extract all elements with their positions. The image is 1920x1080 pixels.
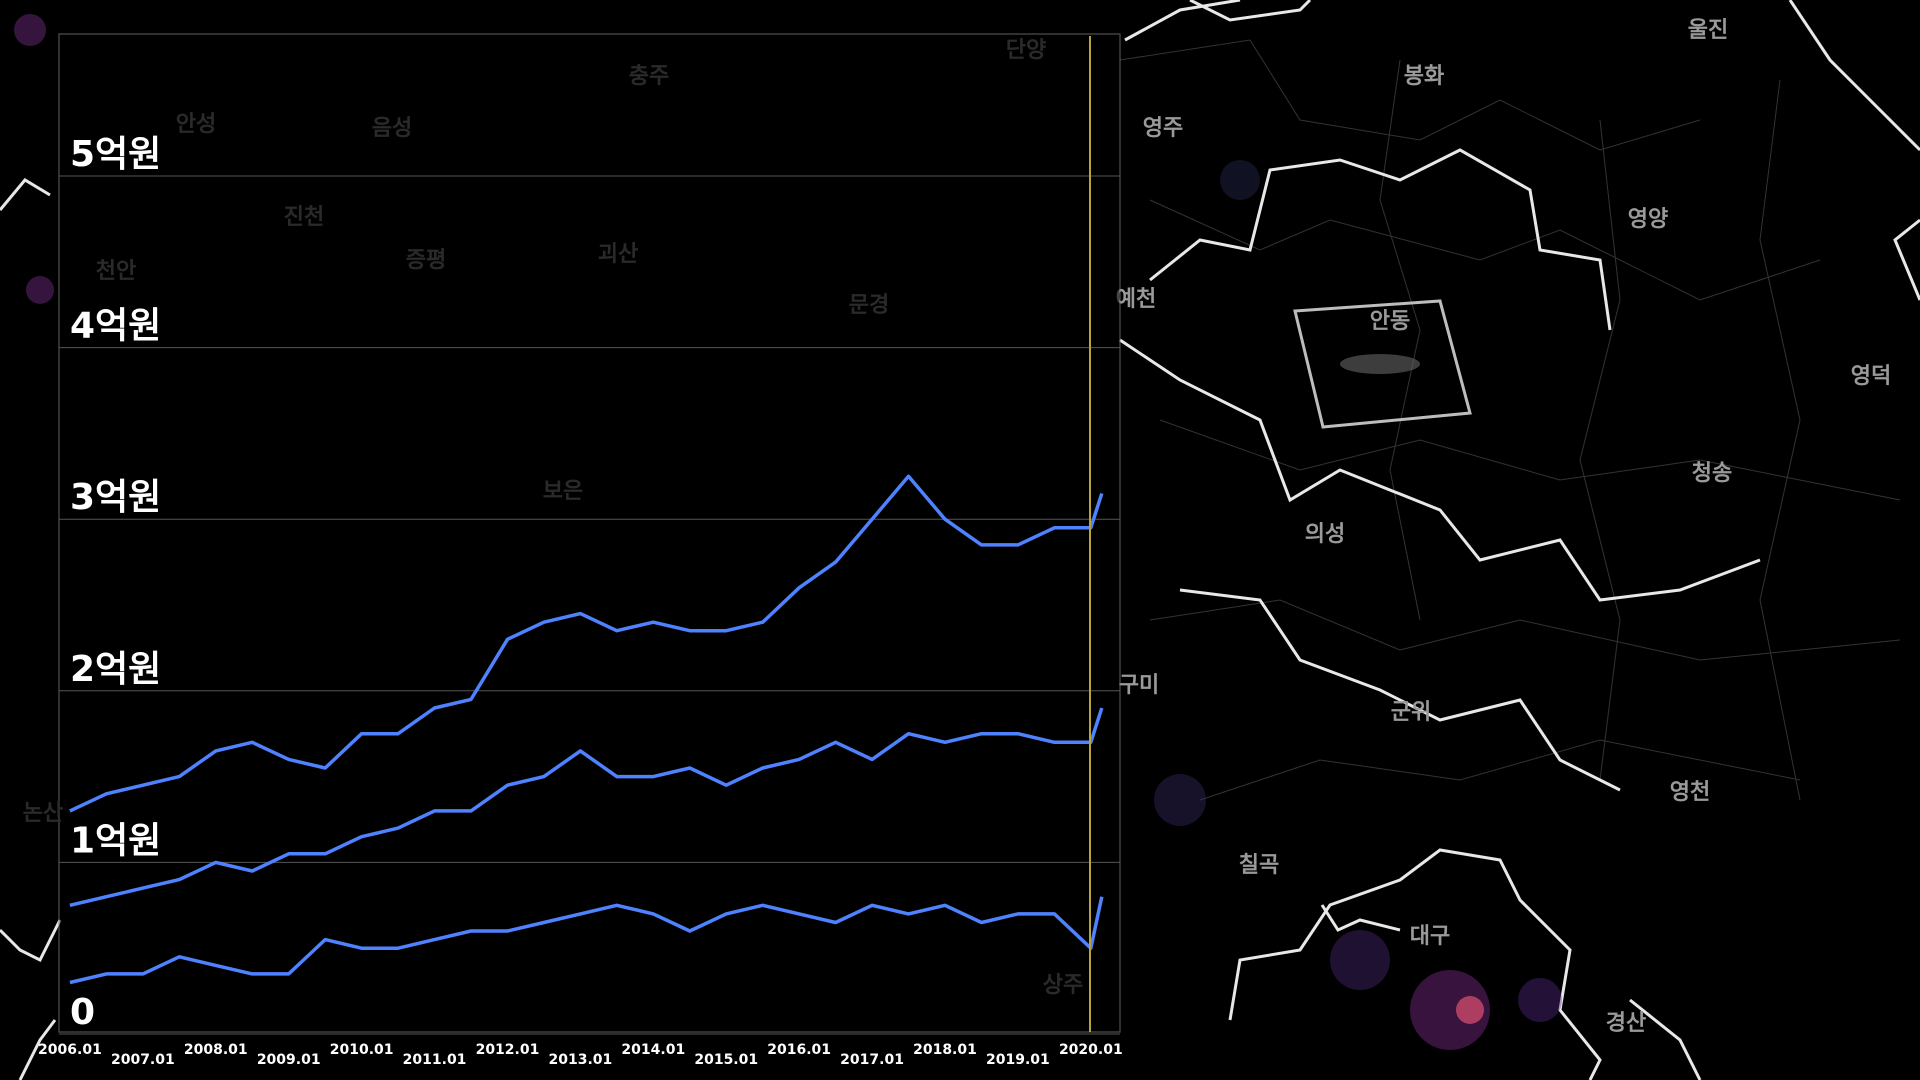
map-label: 안성 [176,112,216,137]
series-line [69,896,1104,985]
map-label: 칠곡 [1239,853,1279,878]
x-tick-label: 2009.01 [257,1052,321,1068]
chart-panel [58,33,1121,1033]
x-tick-label: 2018.01 [913,1042,977,1058]
map-label: 구미 [1119,673,1159,698]
focus-box [1293,299,1472,429]
y-tick-label: 4억원 [70,306,161,347]
map-label: 경산 [1606,1011,1646,1036]
map-label: 상주 [1043,973,1083,998]
map-label: 군위 [1391,700,1431,725]
x-tick-label: 2011.01 [403,1052,467,1068]
map-label: 영덕 [1851,364,1891,389]
x-tick-label: 2010.01 [330,1042,394,1058]
map-label: 단양 [1006,38,1046,63]
map-label: 안동 [1370,309,1410,334]
map-label: 예천 [1116,287,1156,312]
x-tick-label: 2020.01 [1059,1042,1123,1058]
series-line [69,474,1104,813]
map-label: 진천 [284,205,324,230]
map-label: 영천 [1670,780,1710,805]
map-label: 의성 [1305,522,1345,547]
x-tick-label: 2019.01 [986,1052,1050,1068]
map-label: 청송 [1692,461,1732,486]
chart: 0 1억원 2억원 3억원 4억원 5억원 2006.01 2007.01 2008.01 200… [38,134,1123,1068]
y-tick-label: 0 [70,992,95,1033]
map-label: 대구 [1410,924,1450,949]
map-label: 충주 [629,64,669,89]
map-label: 괴산 [598,242,638,267]
map-label: 영양 [1628,207,1668,232]
y-tick-label: 5억원 [70,134,161,175]
map-label: 천안 [96,259,136,284]
x-tick-label: 2012.01 [476,1042,540,1058]
x-tick-label: 2014.01 [621,1042,685,1058]
y-tick-label: 2억원 [70,649,161,690]
x-tick-label: 2007.01 [111,1052,175,1068]
map-label: 보은 [543,479,583,504]
x-tick-label: 2017.01 [840,1052,904,1068]
map-label: 울진 [1688,18,1728,43]
y-tick-label: 1억원 [70,820,161,861]
y-tick-label: 3억원 [70,477,161,518]
series-line [69,707,1104,908]
map-label: 증평 [406,248,446,273]
map-label: 영주 [1143,116,1183,141]
x-tick-label: 2006.01 [38,1042,102,1058]
x-tick-label: 2013.01 [549,1052,613,1068]
map-label: 봉화 [1404,64,1444,89]
map-label: 음성 [372,116,412,141]
map-label: 논산 [23,801,63,826]
x-tick-label: 2015.01 [694,1052,758,1068]
highlight-dots [14,14,1562,1050]
x-tick-label: 2016.01 [767,1042,831,1058]
x-tick-label: 2008.01 [184,1042,248,1058]
map-label: 문경 [849,293,889,318]
